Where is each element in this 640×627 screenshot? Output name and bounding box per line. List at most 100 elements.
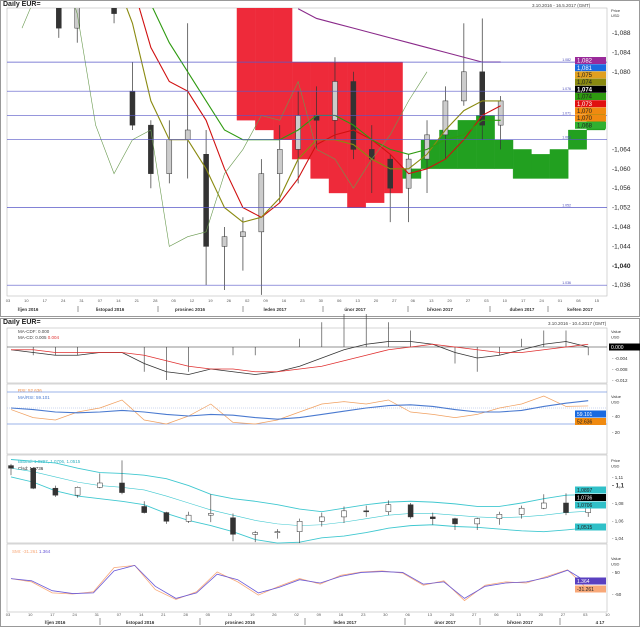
lower-panel-frame	[0, 318, 640, 627]
price-axis-unit: Price	[611, 8, 621, 13]
x-axis-month: březen 2017	[427, 307, 453, 312]
bb-candle-body	[385, 504, 392, 512]
x-axis-tick: 14	[116, 298, 121, 303]
x-axis-month: listopad 2016	[96, 307, 125, 312]
overlay-line	[152, 8, 501, 155]
plot-area-0	[6, 7, 608, 297]
price-tag-label: 1,070	[577, 116, 593, 122]
horizontal-level-label: 1.082	[562, 58, 571, 62]
price-tag-label: 1,070	[577, 109, 593, 115]
price-axis-currency: USD	[611, 13, 620, 18]
bb-candle-body	[274, 531, 281, 533]
bb-candle-body	[541, 502, 547, 509]
rsi-tag-label: 52.636	[577, 420, 593, 426]
candle-body	[111, 8, 117, 14]
bb-tag	[575, 486, 606, 494]
bb-candle-body	[141, 506, 147, 513]
candle-body	[424, 134, 430, 160]
x-axis-tick: 20	[374, 298, 379, 303]
bb-candle-body	[563, 502, 569, 513]
ichimoku-cloud-segment	[255, 8, 274, 131]
x-axis-tick: 06	[337, 298, 342, 303]
macd-legend-cd-label: MA-CD: 0.005	[18, 335, 47, 340]
x-axis-tick: 13	[355, 298, 360, 303]
ichimoku-cloud-segment	[384, 61, 403, 194]
bollinger-upper-band	[10, 459, 589, 513]
lower-x-axis-tick: 23	[361, 612, 366, 617]
plot-area-4	[6, 543, 608, 613]
price-tag-label: 1,074	[577, 95, 593, 101]
bb-candle-body	[363, 510, 369, 513]
lower-x-axis-month: prosinec 2016	[225, 620, 256, 625]
ma-rsi-tag	[575, 410, 606, 418]
macd-axis-unit: Value	[611, 329, 622, 334]
candle-body	[240, 231, 246, 237]
lower-x-axis-tick: 12	[228, 612, 233, 617]
candle-body	[258, 173, 265, 233]
bb-candle-body	[30, 467, 36, 489]
price-tag	[575, 107, 606, 115]
lower-x-axis-tick: 16	[339, 612, 344, 617]
price-tag	[575, 93, 606, 100]
candle-body	[203, 154, 209, 247]
x-axis-tick: 09	[263, 298, 268, 303]
lower-x-axis-tick: 31	[95, 612, 100, 617]
smi-line	[10, 564, 589, 599]
x-axis-tick: 17	[43, 298, 48, 303]
ma-rsi-legend: MA/RSI: 59.101	[18, 395, 50, 400]
ichimoku-cloud-segment	[512, 149, 532, 179]
bb-candle-body	[430, 516, 436, 519]
main-chart-title: Daily EUR=	[3, 1, 41, 8]
ichimoku-cloud-segment	[310, 61, 330, 179]
smi-legend-value: SMI: -31.261	[12, 549, 38, 554]
smi-axis-tick: - 50	[612, 570, 620, 575]
x-axis-tick: 28	[153, 298, 158, 303]
x-axis-tick: 27	[392, 298, 397, 303]
horizontal-level-label: 1.066	[562, 136, 571, 140]
bb-axis-tick: - 1,08	[612, 501, 624, 506]
lower-x-axis-tick: 10	[605, 612, 610, 617]
rsi-line	[10, 400, 589, 420]
macd-legend-cd-value: 0.004	[47, 335, 60, 340]
lower-x-axis-tick: 13	[516, 612, 521, 617]
bb-candle-body	[496, 514, 503, 519]
horizontal-level-label: 1.071	[562, 111, 571, 115]
price-axis-tick: -1,080	[612, 69, 631, 76]
bb-axis-currency: USD	[611, 464, 620, 469]
candle-body	[221, 236, 228, 247]
bb-candle-body	[230, 517, 236, 535]
lower-x-axis-tick: 10	[28, 612, 33, 617]
x-axis-tick: 24	[539, 298, 544, 303]
price-axis-tick: -1,044	[612, 243, 631, 250]
x-axis-tick: 30	[319, 298, 324, 303]
x-axis-tick: 27	[466, 298, 471, 303]
price-tag	[575, 71, 606, 79]
macd-axis-tick: - -0.004	[612, 356, 628, 361]
bb-tag	[575, 494, 606, 501]
ichimoku-cloud-segment	[549, 149, 569, 179]
ichimoku-cloud-segment	[365, 61, 385, 203]
rsi-tag	[575, 418, 606, 425]
bb-candle-body	[97, 482, 103, 488]
main-plot	[21, 8, 606, 295]
price-tag-label: 1,081	[577, 66, 593, 72]
price-axis-tick: -1,048	[612, 224, 631, 231]
smi-signal-tag	[575, 577, 606, 585]
bb-candle-body	[119, 482, 125, 493]
price-axis-tick: -1,052	[612, 205, 631, 212]
bb-candle-body	[8, 465, 14, 469]
lower-x-axis-tick: 17	[50, 612, 55, 617]
candle-body	[74, 8, 80, 29]
lower-x-axis-tick: 07	[117, 612, 122, 617]
rsi-axis-tick: - 40	[612, 414, 620, 419]
rsi-axis-tick: - 20	[612, 430, 620, 435]
price-axis-tick: -1,036	[612, 282, 631, 289]
macd-axis-currency: USD	[611, 335, 620, 340]
lower-x-axis-month: 4 17	[596, 620, 605, 625]
bb-axis-tick: - 1,1	[612, 484, 625, 490]
rsi-legend: RSI: 52.636	[18, 388, 42, 393]
bb-candle-body	[452, 518, 458, 525]
lower-x-axis-tick: 06	[494, 612, 499, 617]
smi-line	[10, 564, 589, 602]
